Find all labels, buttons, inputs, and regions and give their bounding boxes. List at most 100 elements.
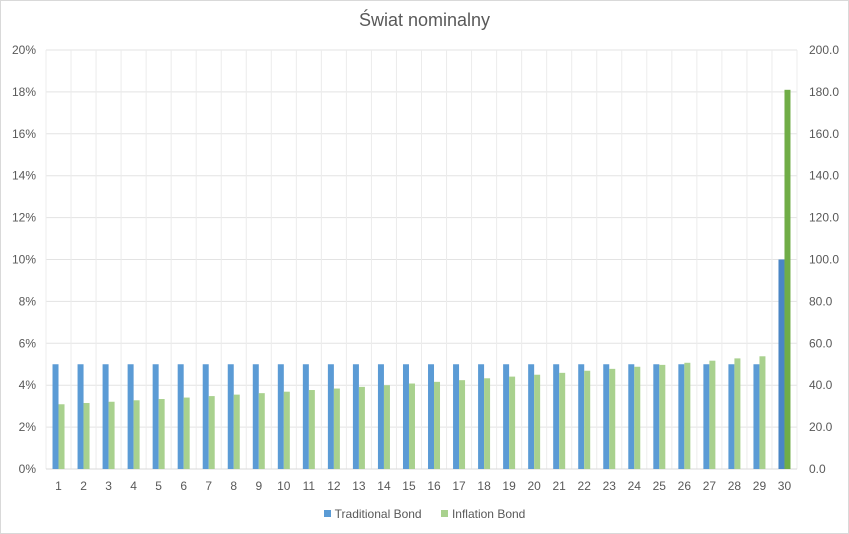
x-tick-label: 18: [477, 479, 491, 493]
bar-traditional-bond: [503, 364, 510, 469]
bar-inflation-bond: [684, 362, 691, 469]
legend-label-traditional: Traditional Bond: [334, 506, 422, 521]
x-tick-label: 4: [130, 479, 137, 493]
x-tick-label: 9: [255, 479, 262, 493]
x-tick-label: 14: [377, 479, 391, 493]
x-tick-label: 19: [502, 479, 516, 493]
x-tick-label: 15: [402, 479, 416, 493]
bar-traditional-bond: [703, 364, 710, 469]
bar-traditional-bond: [177, 364, 184, 469]
bar-inflation-bond: [534, 374, 541, 469]
legend-item-inflation: Inflation Bond: [440, 506, 526, 521]
bar-inflation-bond: [734, 358, 741, 469]
x-tick-label: 12: [327, 479, 341, 493]
bar-traditional-bond: [553, 364, 560, 469]
legend-item-traditional: Traditional Bond: [323, 506, 422, 521]
bar-inflation-bond: [383, 385, 390, 469]
x-tick-label: 23: [603, 479, 617, 493]
y-left-tick-label: 16%: [12, 127, 36, 141]
bar-traditional-bond: [52, 364, 59, 469]
y-left-tick-label: 8%: [19, 294, 37, 308]
x-tick-label: 13: [352, 479, 366, 493]
bar-traditional-bond: [753, 364, 760, 469]
bar-inflation-bond: [408, 383, 415, 469]
y-left-tick-label: 4%: [19, 378, 37, 392]
bar-inflation-bond: [434, 381, 441, 469]
bar-inflation-bond: [609, 368, 616, 469]
legend: Traditional Bond Inflation Bond: [0, 506, 849, 521]
bar-inflation-bond: [358, 386, 365, 469]
bar-traditional-bond: [778, 259, 785, 469]
bar-traditional-bond: [77, 364, 84, 469]
legend-swatch-traditional: [323, 510, 331, 517]
bar-inflation-bond: [233, 394, 240, 469]
x-tick-label: 5: [155, 479, 162, 493]
x-tick-label: 26: [678, 479, 692, 493]
x-tick-label: 3: [105, 479, 112, 493]
y-left-tick-label: 20%: [12, 43, 36, 57]
bar-inflation-bond: [459, 380, 466, 469]
x-tick-label: 24: [628, 479, 642, 493]
y-right-tick-label: 40.0: [809, 378, 833, 392]
bar-inflation-bond: [659, 364, 666, 469]
y-right-tick-label: 200.0: [809, 43, 839, 57]
y-right-tick-label: 180.0: [809, 85, 839, 99]
bar-traditional-bond: [227, 364, 234, 469]
bar-inflation-bond: [58, 404, 65, 469]
bar-inflation-bond: [484, 378, 491, 469]
bar-traditional-bond: [127, 364, 134, 469]
x-tick-label: 7: [205, 479, 212, 493]
bar-traditional-bond: [302, 364, 309, 469]
bar-traditional-bond: [102, 364, 109, 469]
bar-inflation-bond: [634, 366, 641, 469]
x-tick-label: 29: [753, 479, 767, 493]
bar-inflation-bond: [208, 396, 215, 469]
bar-traditional-bond: [728, 364, 735, 469]
bar-inflation-bond: [133, 400, 140, 469]
bar-inflation-bond: [108, 401, 115, 469]
x-tick-label: 10: [277, 479, 291, 493]
bar-inflation-bond: [759, 356, 766, 469]
bar-inflation-bond: [584, 370, 591, 469]
bar-traditional-bond: [277, 364, 284, 469]
bar-traditional-bond: [428, 364, 435, 469]
bar-traditional-bond: [202, 364, 209, 469]
bar-inflation-bond: [784, 89, 791, 470]
bar-inflation-bond: [333, 388, 340, 469]
bar-traditional-bond: [628, 364, 635, 469]
bar-inflation-bond: [258, 393, 265, 469]
bar-inflation-bond: [709, 360, 716, 469]
x-tick-label: 21: [553, 479, 567, 493]
bar-traditional-bond: [402, 364, 409, 469]
x-tick-label: 17: [452, 479, 466, 493]
y-left-tick-label: 10%: [12, 253, 36, 267]
x-tick-label: 25: [653, 479, 667, 493]
y-right-tick-label: 20.0: [809, 420, 833, 434]
y-right-tick-label: 80.0: [809, 294, 833, 308]
y-left-tick-label: 18%: [12, 85, 36, 99]
x-tick-label: 1: [55, 479, 62, 493]
legend-label-inflation: Inflation Bond: [451, 506, 526, 521]
x-tick-label: 6: [180, 479, 187, 493]
bar-traditional-bond: [252, 364, 259, 469]
bar-inflation-bond: [158, 399, 165, 469]
x-tick-label: 28: [728, 479, 742, 493]
x-tick-label: 11: [303, 479, 316, 493]
y-right-tick-label: 120.0: [809, 211, 839, 225]
y-left-tick-label: 0%: [19, 462, 37, 476]
bar-inflation-bond: [283, 391, 290, 469]
legend-swatch-inflation: [440, 510, 448, 517]
bar-inflation-bond: [509, 376, 516, 469]
y-right-tick-label: 140.0: [809, 169, 839, 183]
bar-inflation-bond: [183, 397, 190, 469]
bar-inflation-bond: [308, 390, 315, 469]
y-left-tick-label: 6%: [19, 336, 37, 350]
x-tick-label: 30: [778, 479, 792, 493]
bar-traditional-bond: [327, 364, 334, 469]
bar-traditional-bond: [528, 364, 535, 469]
x-tick-label: 22: [578, 479, 592, 493]
y-left-tick-label: 12%: [12, 211, 36, 225]
bar-inflation-bond: [83, 403, 90, 469]
y-right-tick-label: 0.0: [809, 462, 826, 476]
